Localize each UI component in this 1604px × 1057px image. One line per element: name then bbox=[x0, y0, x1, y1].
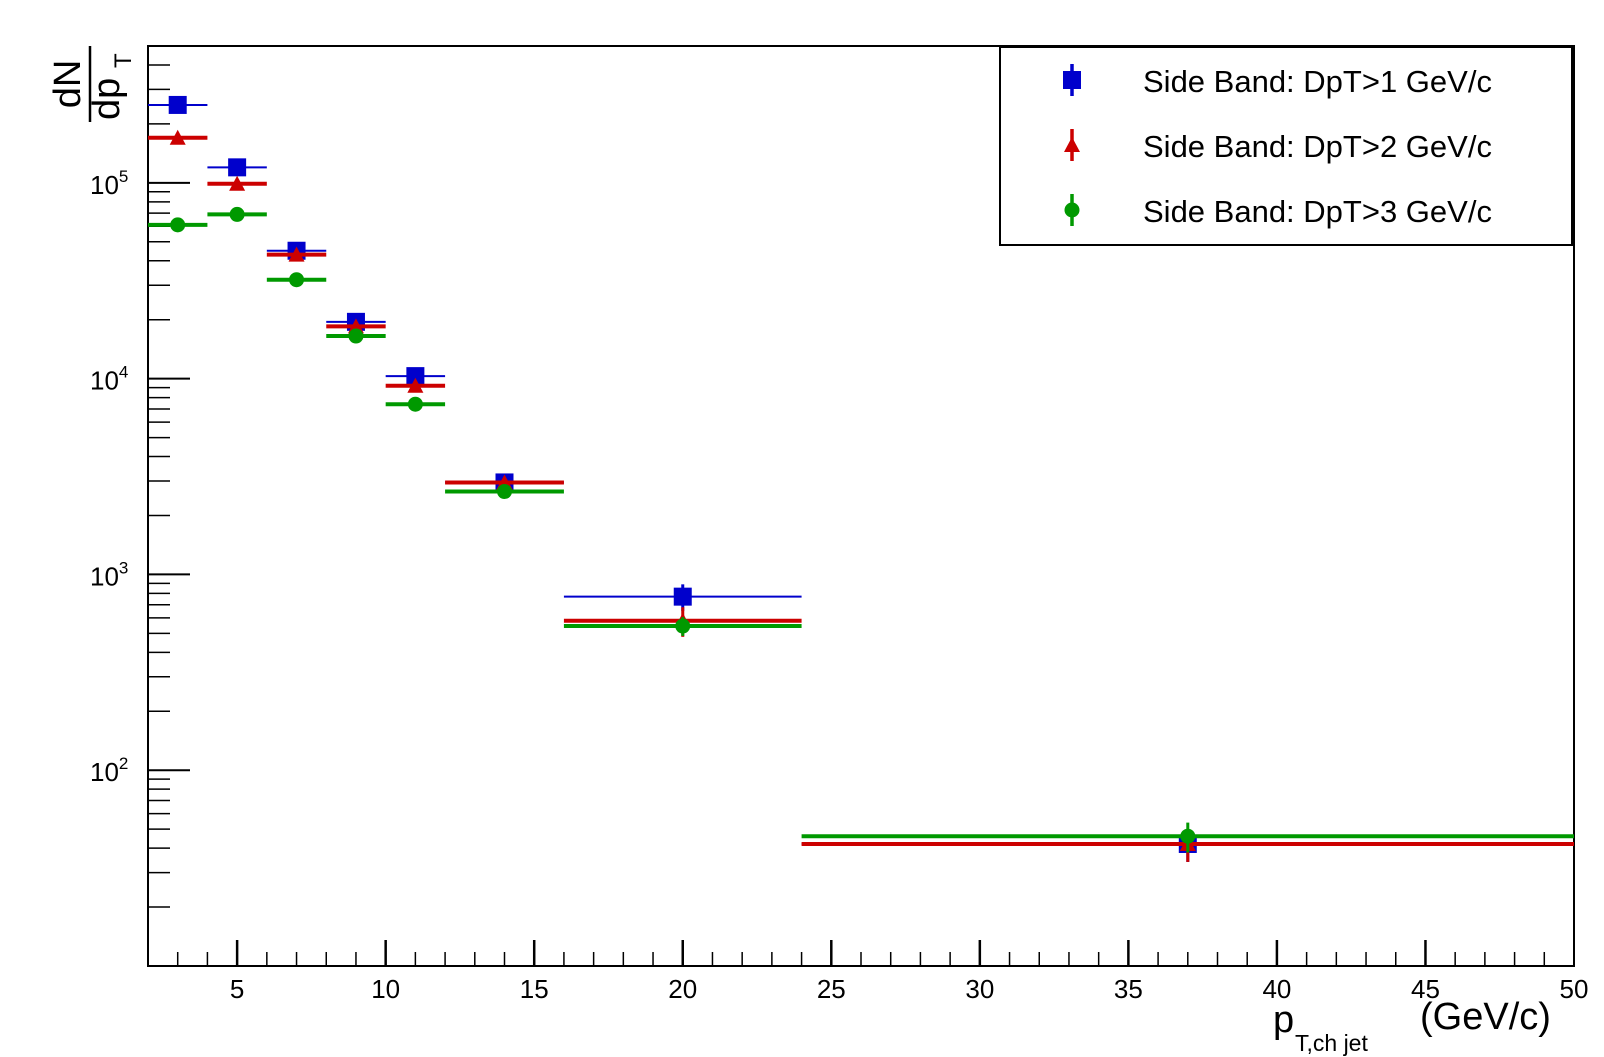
data-point bbox=[170, 217, 186, 233]
data-point bbox=[673, 587, 692, 606]
data-point bbox=[497, 484, 512, 500]
legend-markers bbox=[1063, 64, 1081, 226]
x-tick-label: 5 bbox=[230, 974, 244, 1004]
legend-marker-square bbox=[1063, 71, 1081, 89]
y-axis-title-denominator-subscript: T bbox=[110, 53, 137, 68]
data-point bbox=[288, 246, 305, 262]
data-point bbox=[169, 129, 186, 145]
x-tick-label: 10 bbox=[371, 974, 400, 1004]
x-tick-label: 40 bbox=[1262, 974, 1291, 1004]
legend-entry-dpt1-label: Side Band: DpT>1 GeV/c bbox=[1143, 64, 1492, 99]
data-point bbox=[407, 396, 423, 412]
data-point bbox=[1180, 828, 1196, 844]
data-point bbox=[348, 328, 364, 344]
y-tick-label: 105 bbox=[90, 167, 128, 200]
data-point bbox=[675, 618, 691, 634]
data-series bbox=[148, 95, 1574, 862]
data-point bbox=[229, 175, 246, 191]
y-tick-label: 104 bbox=[90, 363, 128, 396]
y-tick-label: 102 bbox=[90, 754, 128, 787]
legend-entry-dpt2-label: Side Band: DpT>2 GeV/c bbox=[1143, 129, 1492, 164]
x-axis-title-unit: (GeV/c) bbox=[1420, 996, 1551, 1038]
axis-ticks bbox=[148, 45, 1546, 967]
legend: Side Band: DpT>1 GeV/c Side Band: DpT>2 … bbox=[999, 46, 1573, 246]
x-axis-title-main: p bbox=[1273, 999, 1294, 1041]
data-point bbox=[406, 367, 425, 386]
legend-marker-triangle bbox=[1064, 137, 1080, 152]
x-tick-label: 15 bbox=[520, 974, 549, 1004]
x-tick-label: 35 bbox=[1114, 974, 1143, 1004]
data-point bbox=[168, 95, 187, 114]
y-axis-title: dN dp T bbox=[47, 46, 137, 122]
x-axis-title-subscript: T,ch jet bbox=[1295, 1030, 1368, 1056]
x-tick-labels: 5 10 15 20 25 30 35 40 45 50 bbox=[230, 974, 1589, 1004]
data-point bbox=[407, 377, 424, 393]
x-tick-label: 25 bbox=[817, 974, 846, 1004]
y-tick-label: 103 bbox=[90, 558, 128, 591]
legend-entry-dpt3-label: Side Band: DpT>3 GeV/c bbox=[1143, 194, 1492, 229]
x-tick-label: 50 bbox=[1560, 974, 1589, 1004]
y-axis-title-denominator: dp bbox=[86, 78, 128, 120]
legend-box bbox=[999, 46, 1573, 246]
x-tick-label: 30 bbox=[965, 974, 994, 1004]
series-3 bbox=[148, 206, 1574, 853]
data-point bbox=[229, 206, 245, 222]
data-point bbox=[228, 158, 247, 177]
x-axis-title: p T,ch jet (GeV/c) bbox=[1273, 996, 1551, 1056]
data-point bbox=[289, 272, 305, 288]
data-point bbox=[347, 318, 364, 334]
y-tick-labels: 102 103 104 105 bbox=[90, 167, 128, 787]
x-tick-label: 20 bbox=[668, 974, 697, 1004]
legend-marker-circle bbox=[1064, 202, 1080, 218]
y-axis-title-numerator: dN bbox=[47, 60, 89, 109]
x-tick-label: 45 bbox=[1411, 974, 1440, 1004]
